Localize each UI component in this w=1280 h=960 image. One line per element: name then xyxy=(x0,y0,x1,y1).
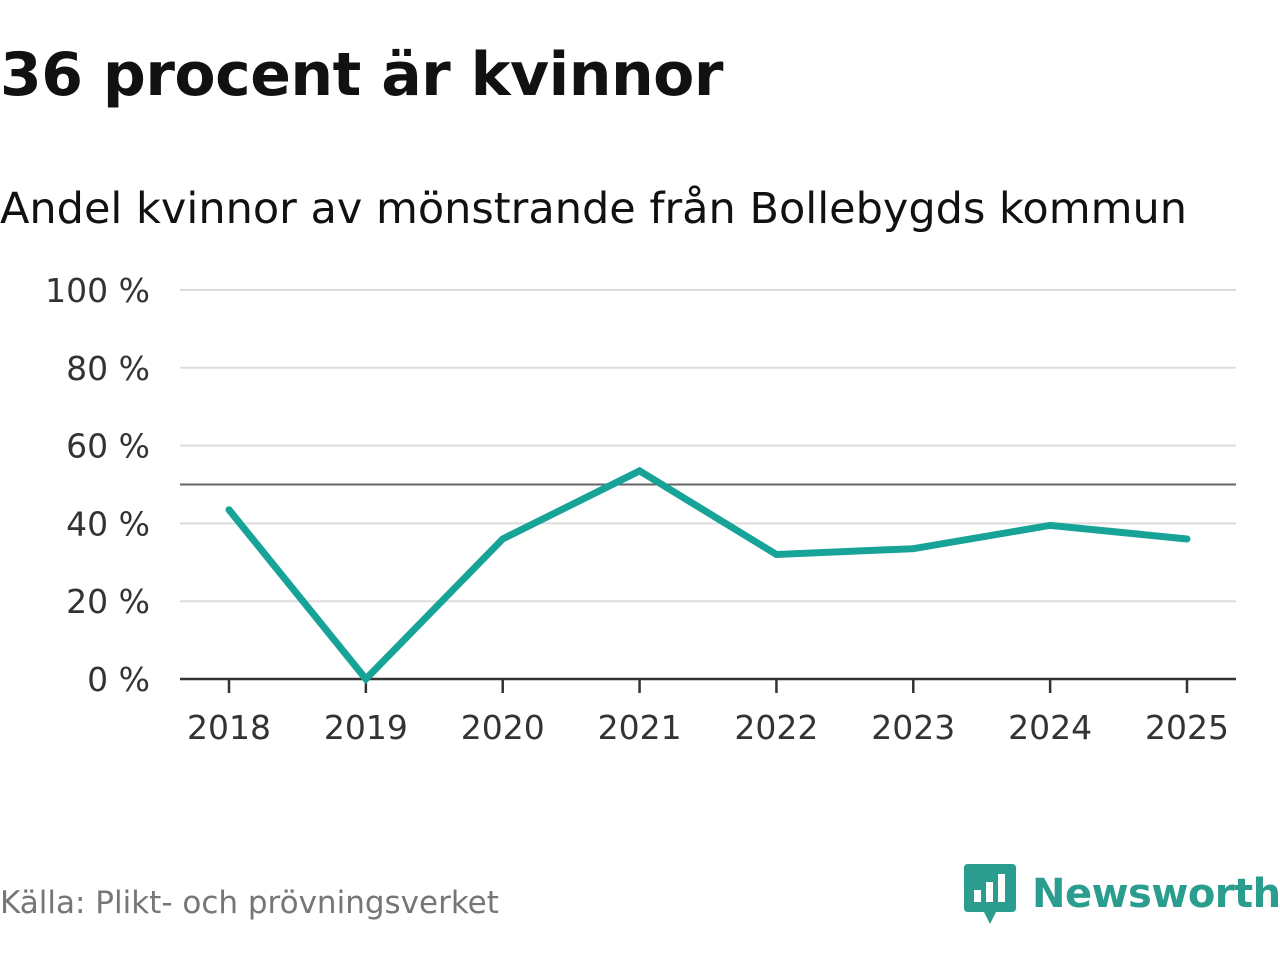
y-tick-label: 100 % xyxy=(45,271,150,310)
y-tick-label: 80 % xyxy=(66,349,150,388)
data-point-2022 xyxy=(772,551,780,559)
data-point-2024 xyxy=(1046,521,1054,529)
x-tick-label: 2020 xyxy=(461,708,545,747)
brand-name: Newsworthy xyxy=(1032,871,1280,917)
x-tick-label: 2025 xyxy=(1145,708,1229,747)
series-layer xyxy=(225,466,1191,685)
x-tick-label: 2021 xyxy=(598,708,682,747)
y-tick-label: 60 % xyxy=(66,427,150,466)
data-point-2019 xyxy=(362,675,370,683)
x-tick-label: 2019 xyxy=(324,708,408,747)
x-axis-tick-labels: 2018 2019 2020 2021 2022 2023 2024 2025 xyxy=(187,679,1229,747)
line-chart: 0 % 20 % 40 % 60 % 80 % 100 % 2018 2019 2020 202… xyxy=(45,271,1236,747)
gridlines xyxy=(180,289,1236,603)
chart-title: 36 procent är kvinnor xyxy=(0,40,723,110)
y-tick-label: 20 % xyxy=(66,582,150,621)
data-point-2023 xyxy=(909,545,917,553)
series-line-0 xyxy=(226,466,1188,685)
chart-subtitle: Andel kvinnor av mönstrande från Bolleby… xyxy=(0,184,1187,234)
x-tick-label: 2018 xyxy=(187,708,271,747)
x-tick-label: 2023 xyxy=(871,708,955,747)
y-axis-tick-labels: 0 % 20 % 40 % 60 % 80 % 100 % xyxy=(45,271,150,699)
x-tick-label: 2022 xyxy=(734,708,818,747)
x-tick-label: 2024 xyxy=(1008,708,1092,747)
data-point-2020 xyxy=(499,535,507,543)
data-point-2021 xyxy=(636,467,644,475)
source-note: Källa: Plikt- och prövningsverket xyxy=(0,885,499,921)
brand-logo: Newsworthy xyxy=(964,864,1280,924)
bar-chart-speech-bubble-icon xyxy=(964,864,1016,924)
y-tick-label: 0 % xyxy=(87,660,150,699)
data-point-2018 xyxy=(225,506,233,514)
data-point-2025 xyxy=(1183,535,1191,543)
y-tick-label: 40 % xyxy=(66,504,150,543)
